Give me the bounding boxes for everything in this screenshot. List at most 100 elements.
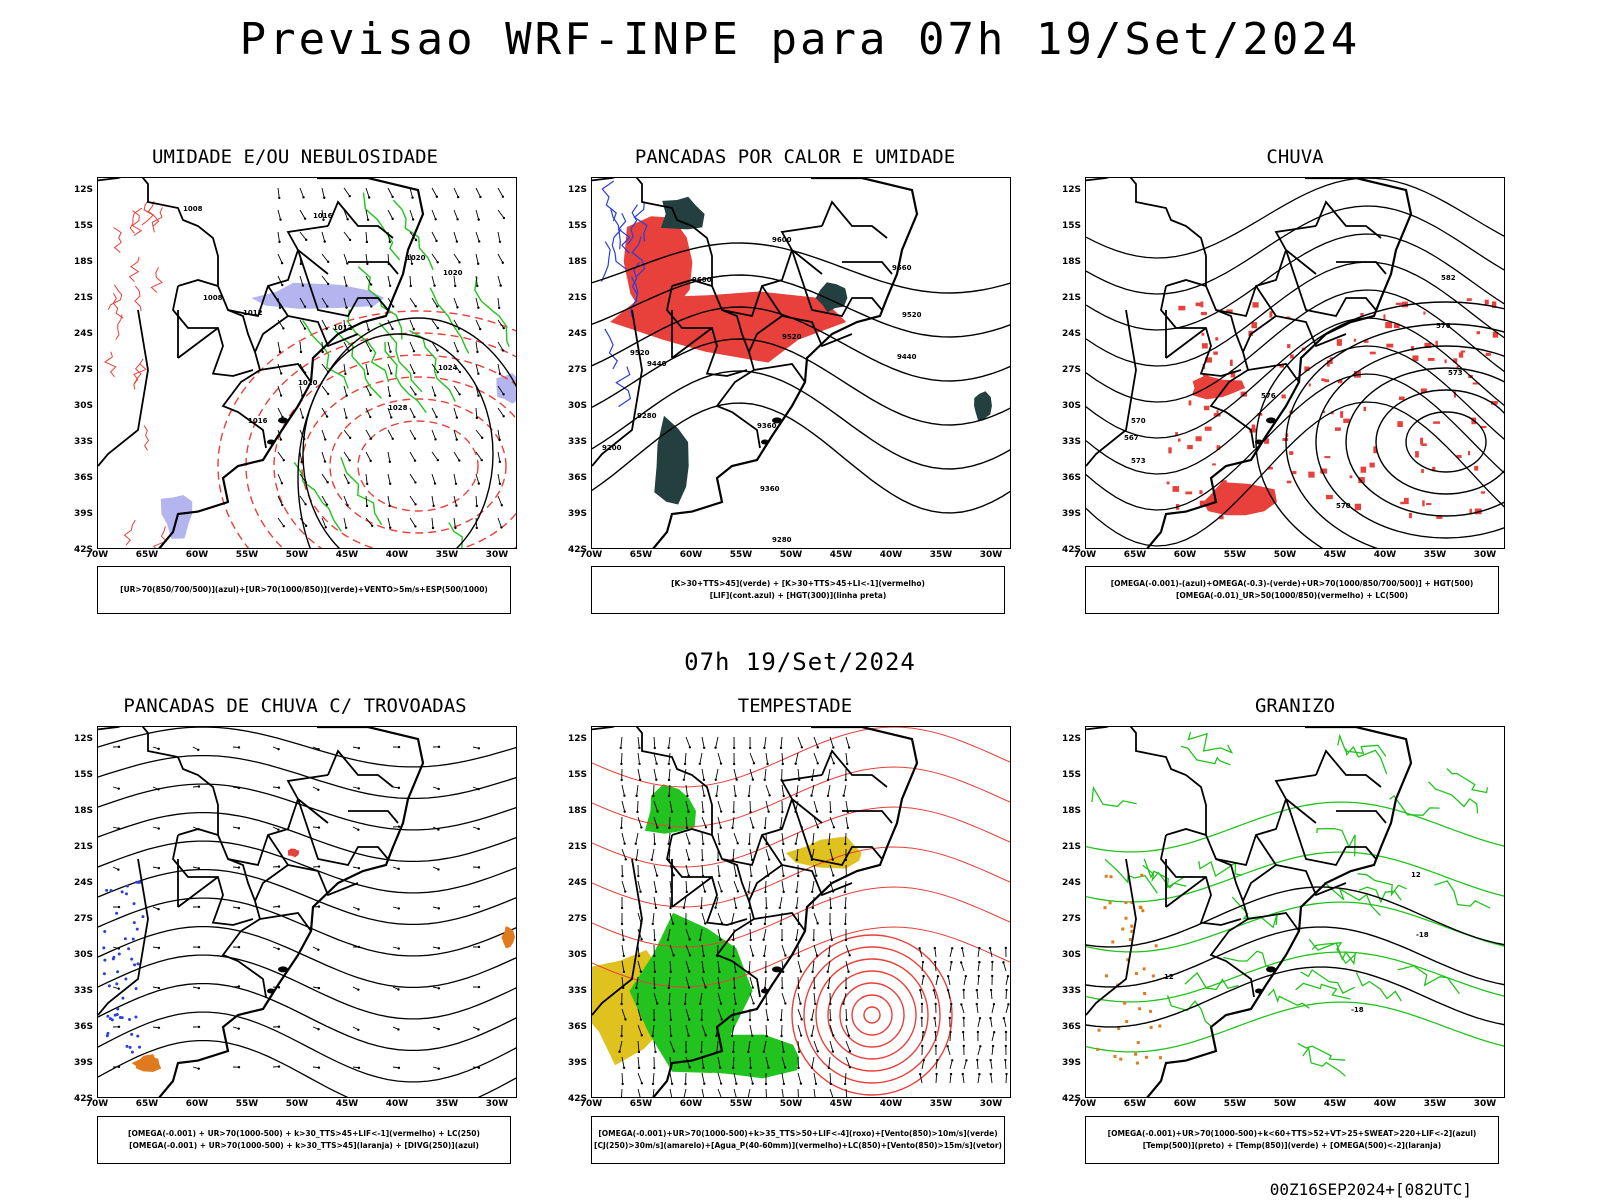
legend-line: [OMEGA(-0.01)_UR>50(1000/850)(vermelho) … — [1175, 591, 1409, 600]
lon-tick-label: 65W — [629, 550, 653, 560]
lon-tick-label: 30W — [979, 1099, 1003, 1109]
lon-tick-label: 55W — [1223, 550, 1247, 560]
contour-value-label: 1012 — [243, 309, 263, 317]
contour-value-label: 1028 — [388, 404, 408, 412]
lon-tick-label: 70W — [579, 550, 603, 560]
lat-tick-label: 39S — [73, 1058, 93, 1068]
temp-850-contour — [1086, 851, 1504, 903]
panel-title: UMIDADE E/OU NEBULOSIDADE — [152, 146, 438, 168]
lat-tick-label: 30S — [567, 401, 587, 411]
legend-box: [OMEGA(-0.001)+UR>70(1000-500)+k>35_TTS>… — [591, 1116, 1005, 1164]
legend-line: [CJ(250)>30m/s](amarelo)+[Agua_P(40-60mm… — [594, 1141, 1002, 1150]
hgt500-contour — [1405, 411, 1487, 473]
lon-tick-label: 40W — [385, 550, 409, 560]
wind-vectors — [918, 946, 1010, 1084]
lon-tick-label: 50W — [1273, 550, 1297, 560]
lon-tick-label: 50W — [779, 1099, 803, 1109]
thickness-contour — [217, 310, 516, 548]
lon-tick-label: 30W — [485, 1099, 509, 1109]
temp-500-contour — [1086, 926, 1504, 988]
lat-tick-label: 24S — [73, 878, 93, 888]
contour-value-label: 9440 — [647, 360, 667, 368]
hgt500-contour — [1086, 401, 1504, 547]
thickness-contour — [245, 332, 516, 548]
lat-tick-label: 12S — [73, 185, 93, 195]
lat-tick-label: 18S — [567, 806, 587, 816]
lon-tick-label: 60W — [1173, 1099, 1197, 1109]
thickness-contour — [357, 420, 479, 512]
hgt300-contour — [592, 274, 1010, 338]
lat-tick-label: 36S — [1061, 1022, 1081, 1032]
lat-tick-label: 30S — [1061, 950, 1081, 960]
run-timestamp: 00Z16SEP2024+[082UTC] — [1269, 1180, 1472, 1199]
contour-value-label: 1020 — [298, 379, 318, 387]
streamline-250 — [98, 1039, 516, 1097]
hgt300-contour — [592, 370, 1010, 470]
wind-vectors — [277, 187, 506, 530]
hgt300-contour — [592, 338, 1010, 426]
lifted-index-contours — [600, 180, 648, 408]
moisture-upper-area — [496, 373, 516, 404]
lat-tick-label: 30S — [73, 401, 93, 411]
streamline-850 — [592, 926, 1010, 988]
lat-tick-label: 33S — [1061, 437, 1081, 447]
legend-line: [OMEGA(-0.001)-(azul)+OMEGA(-0.3)-(verde… — [1110, 579, 1474, 588]
contour-value-label: 1016 — [248, 417, 268, 425]
lon-tick-label: 60W — [185, 550, 209, 560]
pressure-isobar — [302, 333, 494, 548]
lon-tick-label: 45W — [1323, 550, 1347, 560]
lat-tick-label: 21S — [1061, 293, 1081, 303]
lat-tick-label: 36S — [567, 1022, 587, 1032]
orange-instability-area — [501, 926, 515, 949]
lon-tick-label: 60W — [679, 1099, 703, 1109]
lat-tick-label: 24S — [1061, 878, 1081, 888]
streamline-850 — [791, 934, 953, 1096]
temp-850-contours — [1091, 731, 1491, 1077]
temp-850-contour — [1086, 901, 1504, 953]
lon-tick-label: 70W — [579, 1099, 603, 1109]
hgt500-contour — [1086, 373, 1504, 511]
lat-tick-label: 42S — [567, 1094, 587, 1104]
lon-tick-label: 30W — [1473, 550, 1497, 560]
contour-value-label: 9360 — [757, 422, 777, 430]
contour-value-label: 1020 — [406, 254, 426, 262]
lat-tick-label: 30S — [73, 950, 93, 960]
moisture-lower-contours — [293, 192, 510, 548]
lon-tick-label: 55W — [729, 550, 753, 560]
lon-tick-label: 40W — [879, 1099, 903, 1109]
lon-tick-label: 40W — [879, 550, 903, 560]
lat-tick-label: 33S — [73, 437, 93, 447]
contour-value-label: 570 — [1336, 502, 1351, 510]
lat-tick-label: 12S — [567, 734, 587, 744]
wind-850-area — [629, 912, 753, 1073]
hgt500-contour — [1315, 345, 1504, 539]
geo-boundaries — [592, 727, 919, 1097]
lon-tick-label: 50W — [1273, 1099, 1297, 1109]
contour-value-label: 573 — [1131, 457, 1146, 465]
lon-tick-label: 35W — [435, 550, 459, 560]
lat-tick-label: 36S — [1061, 473, 1081, 483]
geo-boundaries — [592, 178, 919, 548]
streamline-850 — [803, 946, 941, 1084]
streamline-250 — [98, 1011, 516, 1083]
lon-tick-label: 70W — [85, 1099, 109, 1109]
moisture-upper-area — [251, 282, 385, 309]
lat-tick-label: 42S — [1061, 545, 1081, 555]
streamline-250 — [98, 727, 516, 768]
lat-tick-label: 15S — [73, 221, 93, 231]
contour-value-label: 9200 — [602, 444, 622, 452]
lat-tick-label: 18S — [567, 257, 587, 267]
lat-tick-label: 27S — [73, 365, 93, 375]
lon-tick-label: 45W — [335, 550, 359, 560]
wind-vectors — [618, 736, 852, 1097]
hgt500-contour — [1285, 323, 1504, 548]
legend-box: [OMEGA(-0.001)-(azul)+OMEGA(-0.3)-(verde… — [1085, 566, 1499, 614]
thickness-contour — [301, 376, 516, 548]
legend-line: [OMEGA(-0.001)+UR>70(1000-500)+k>35_TTS>… — [598, 1129, 998, 1138]
geo-boundaries — [1086, 178, 1413, 548]
contour-value-label: 1016 — [313, 212, 333, 220]
lat-tick-label: 27S — [1061, 914, 1081, 924]
lat-tick-label: 27S — [1061, 365, 1081, 375]
temp-850-contour — [1086, 1001, 1504, 1053]
hgt500-contour — [1086, 178, 1504, 259]
